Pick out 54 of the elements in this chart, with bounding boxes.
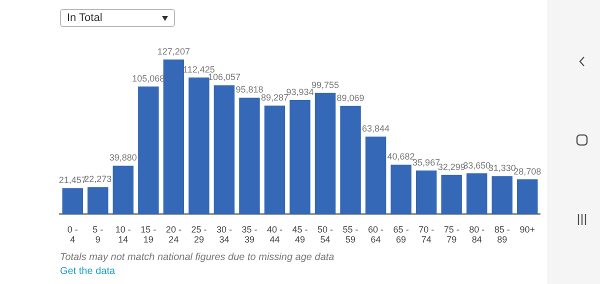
x-tick-label: 10 - 14 [115,224,131,245]
data-label: 127,207 [157,46,190,57]
x-tick-label: 70 - 74 [418,224,434,245]
bar [112,166,134,214]
data-label: 95,818 [236,84,264,95]
x-tick-label: 75 - 79 [444,224,460,245]
x-tick-label: 15 - 19 [140,224,156,245]
bar [188,78,210,214]
bar [466,173,488,214]
data-label: 63,844 [362,124,390,134]
bar [163,60,184,214]
x-tick-label: 40 - 44 [266,224,282,245]
x-tick-label: 0 - 4 [67,224,78,245]
x-tick-label: 25 - 29 [191,224,207,245]
x-tick-label: 30 - 34 [216,224,232,245]
x-tick-label: 55 - 59 [342,224,358,245]
data-label: 89,287 [260,92,288,103]
x-tick-label: 20 - 24 [166,224,182,245]
x-tick-label: 65 - 69 [393,224,409,245]
text: Get the data [60,266,116,277]
x-tick-label: 80 - 84 [469,224,485,245]
bar [214,85,235,214]
data-label: 99,755 [312,80,340,90]
bar [88,187,108,214]
bar [365,136,386,214]
data-label: 93,934 [286,86,314,97]
chart-subtitle: In Total [67,12,102,24]
bar [441,174,462,214]
x-tick-label: 35 - 39 [242,224,258,245]
data-label: 40,682 [387,152,415,162]
data-label: 28,708 [514,166,542,176]
data-label: 106,057 [208,72,240,82]
bar [517,179,538,214]
bar [492,176,512,214]
dropdown: In Total [60,9,175,27]
x-tick-label: 45 - 49 [292,224,308,245]
x-tick-label: 60 - 64 [368,224,384,245]
bar [239,98,260,214]
x-tick-label: 5 - 9 [92,224,104,245]
bar [62,188,83,214]
bar [290,100,310,214]
text: Totals may not match national figures due to missing age data [60,252,334,263]
x-tick-label: 90+ [520,224,536,235]
bar [138,86,159,214]
data-label: 35,967 [412,157,440,168]
data-label: 89,069 [336,92,364,103]
data-label: 39,880 [109,152,137,163]
bar [390,164,412,214]
bar [416,170,437,214]
bar [340,106,361,214]
x-tick-label: 85 - 89 [494,224,510,245]
bar [314,92,336,214]
x-tick-label: 50 - 54 [318,224,334,245]
bar [264,106,286,214]
